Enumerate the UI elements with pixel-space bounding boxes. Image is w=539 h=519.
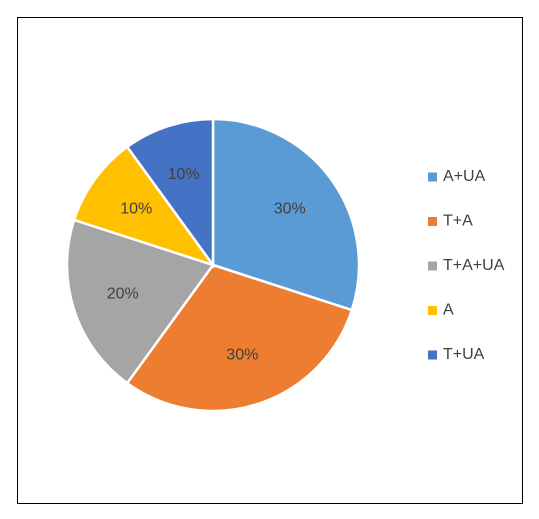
data-label: 30% <box>274 200 306 217</box>
legend-swatch <box>428 261 437 271</box>
pie-slice <box>125 263 354 413</box>
pie-slice <box>211 117 361 312</box>
data-label: 10% <box>120 200 152 217</box>
legend-swatch <box>428 306 437 315</box>
legend-label: T+A+UA <box>443 257 505 274</box>
legend-swatch <box>428 172 437 182</box>
legend-swatch <box>428 350 437 360</box>
legend-label: A+UA <box>443 168 486 185</box>
pie-slice <box>65 218 216 385</box>
pie-slice <box>125 117 215 269</box>
legend-label: T+A <box>443 213 473 230</box>
pie-slice <box>72 145 217 268</box>
legend-label: T+UA <box>443 346 485 363</box>
data-label: 30% <box>226 346 258 363</box>
data-label: 10% <box>168 166 200 183</box>
legend-label: A <box>443 302 454 319</box>
data-label: 20% <box>107 286 139 303</box>
legend-swatch <box>428 217 437 226</box>
